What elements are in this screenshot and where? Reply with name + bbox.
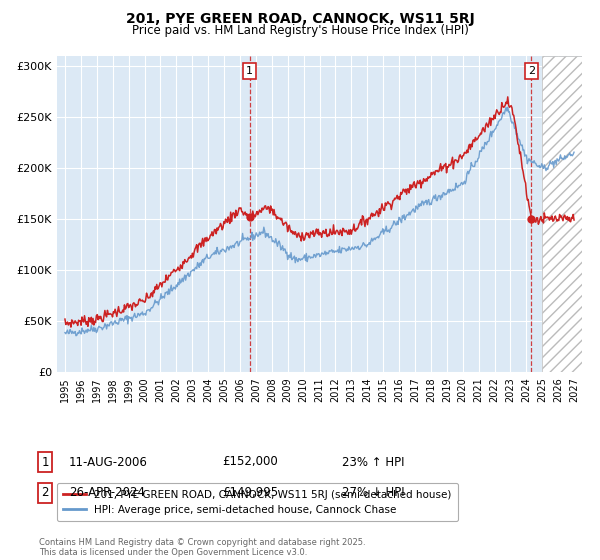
Legend: 201, PYE GREEN ROAD, CANNOCK, WS11 5RJ (semi-detached house), HPI: Average price: 201, PYE GREEN ROAD, CANNOCK, WS11 5RJ (… bbox=[57, 483, 458, 521]
Text: 2: 2 bbox=[41, 486, 49, 500]
Text: 11-AUG-2006: 11-AUG-2006 bbox=[69, 455, 148, 469]
Text: 23% ↑ HPI: 23% ↑ HPI bbox=[342, 455, 404, 469]
Text: 2: 2 bbox=[528, 66, 535, 76]
Text: £149,995: £149,995 bbox=[222, 486, 278, 500]
Text: 27% ↓ HPI: 27% ↓ HPI bbox=[342, 486, 404, 500]
Text: 26-APR-2024: 26-APR-2024 bbox=[69, 486, 145, 500]
Text: Contains HM Land Registry data © Crown copyright and database right 2025.
This d: Contains HM Land Registry data © Crown c… bbox=[39, 538, 365, 557]
Text: 1: 1 bbox=[246, 66, 253, 76]
Bar bbox=[542, 56, 582, 372]
Text: Price paid vs. HM Land Registry's House Price Index (HPI): Price paid vs. HM Land Registry's House … bbox=[131, 24, 469, 36]
Text: 1: 1 bbox=[41, 455, 49, 469]
Text: £152,000: £152,000 bbox=[222, 455, 278, 469]
Text: 201, PYE GREEN ROAD, CANNOCK, WS11 5RJ: 201, PYE GREEN ROAD, CANNOCK, WS11 5RJ bbox=[125, 12, 475, 26]
